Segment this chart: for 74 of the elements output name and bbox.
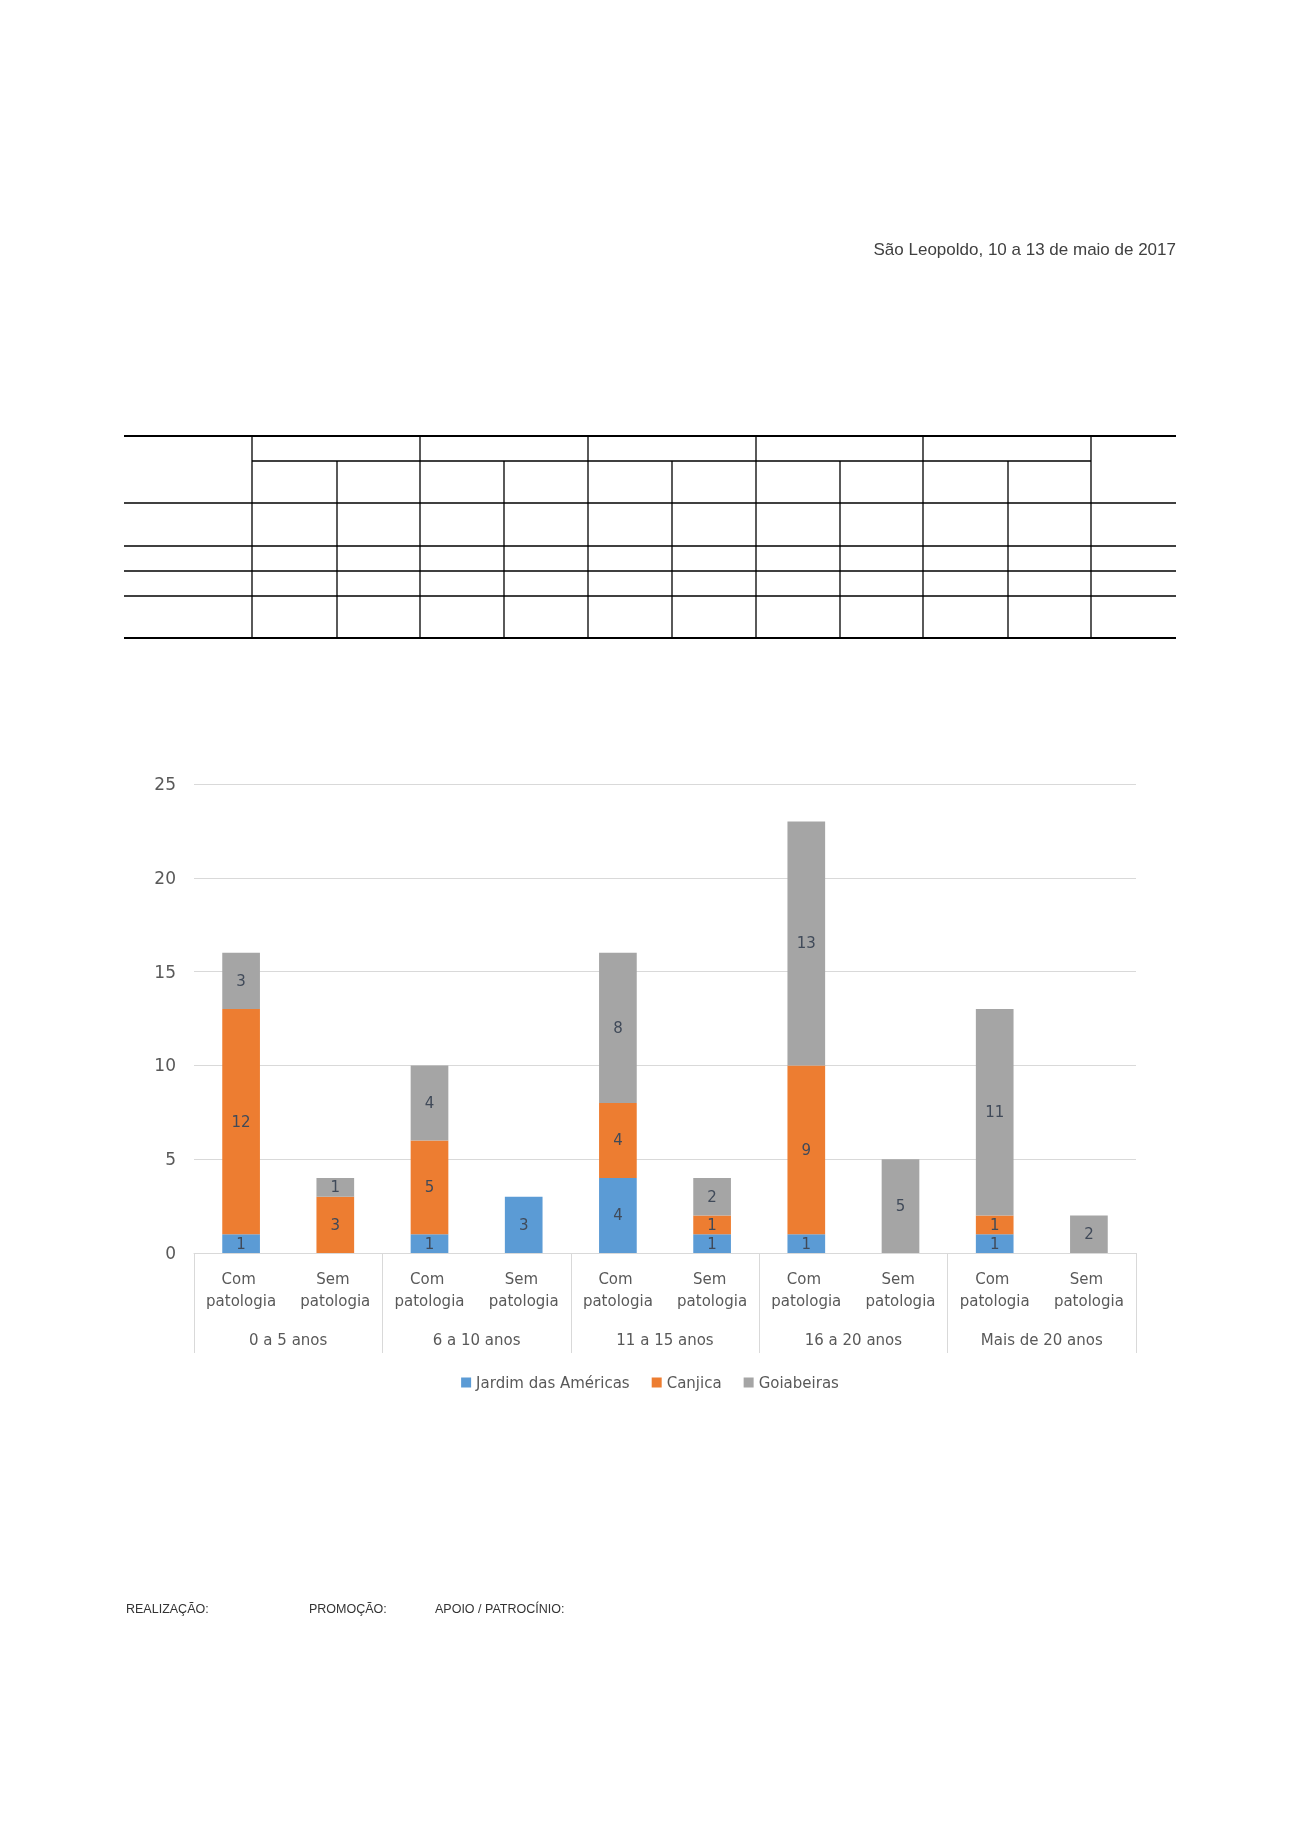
bar bbox=[599, 1102, 637, 1178]
data-label: 5 bbox=[424, 1178, 435, 1197]
data-label: 4 bbox=[424, 1093, 435, 1112]
data-label: 3 bbox=[236, 971, 246, 990]
bar bbox=[975, 1009, 1014, 1216]
data-label: 2 bbox=[707, 1187, 717, 1206]
y-tick-label: 0 bbox=[165, 1243, 176, 1263]
bar bbox=[693, 1234, 731, 1253]
bar bbox=[787, 1234, 826, 1253]
bar bbox=[599, 952, 637, 1103]
bar bbox=[787, 1065, 826, 1235]
bar bbox=[599, 1177, 637, 1253]
bar bbox=[881, 1159, 920, 1253]
data-label: 5 bbox=[895, 1197, 906, 1216]
data-label: 1 bbox=[424, 1234, 435, 1253]
bar bbox=[975, 1215, 1014, 1235]
y-tick-label: 15 bbox=[154, 961, 176, 982]
data-label: 1 bbox=[989, 1234, 1000, 1253]
bar bbox=[693, 1215, 731, 1235]
x-tick-label: Com patologia bbox=[959, 1270, 1030, 1310]
data-label: 1 bbox=[801, 1234, 812, 1253]
bar bbox=[222, 1234, 260, 1253]
data-label: 12 bbox=[231, 1112, 251, 1131]
legend-label: Jardim das Américas bbox=[475, 1373, 630, 1392]
x-tick-label: Sem patologia bbox=[677, 1270, 748, 1310]
text: 0 a 5 anos bbox=[249, 1330, 328, 1349]
y-tick-label: 5 bbox=[165, 1149, 176, 1170]
y-tick-label: 20 bbox=[154, 867, 176, 888]
bar bbox=[410, 1140, 449, 1235]
data-label: 1 bbox=[707, 1234, 717, 1253]
data-label: 4 bbox=[613, 1131, 623, 1150]
bar bbox=[410, 1065, 449, 1141]
text: 16 a 20 anos bbox=[804, 1330, 903, 1349]
x-tick-label: Com patologia bbox=[582, 1270, 653, 1310]
text: REALIZAÇÃO: bbox=[126, 1602, 209, 1616]
text: APOIO / PATROCÍNIO: bbox=[435, 1602, 565, 1616]
bar bbox=[693, 1177, 731, 1216]
text: 6 a 10 anos bbox=[432, 1330, 521, 1349]
data-label: 11 bbox=[985, 1103, 1005, 1122]
data-label: 2 bbox=[1084, 1225, 1094, 1244]
bar bbox=[1070, 1215, 1108, 1253]
x-tick-label: Sem patologia bbox=[488, 1270, 559, 1310]
bar bbox=[316, 1196, 355, 1253]
x-tick-label: Com patologia bbox=[394, 1270, 465, 1310]
y-tick-label: 25 bbox=[154, 774, 176, 794]
bar bbox=[504, 1196, 543, 1253]
legend-label: Canjica bbox=[666, 1373, 722, 1392]
data-label: 1 bbox=[330, 1178, 341, 1197]
x-tick-label: Sem patologia bbox=[865, 1270, 936, 1310]
data-label: 13 bbox=[796, 934, 816, 953]
x-tick-label: Sem patologia bbox=[1053, 1270, 1124, 1310]
bar bbox=[316, 1177, 355, 1197]
data-label: 1 bbox=[236, 1234, 246, 1253]
x-tick-label: Com patologia bbox=[771, 1270, 842, 1310]
data-label: 9 bbox=[801, 1140, 812, 1159]
x-tick-label: Com patologia bbox=[206, 1270, 277, 1310]
text: PROMOÇÃO: bbox=[309, 1602, 387, 1616]
data-label: 8 bbox=[613, 1018, 623, 1037]
data-label: 3 bbox=[518, 1215, 529, 1234]
y-tick-label: 10 bbox=[154, 1055, 176, 1076]
data-label: 4 bbox=[613, 1206, 623, 1225]
text: Mais de 20 anos bbox=[980, 1330, 1103, 1349]
bar bbox=[787, 821, 826, 1066]
text: São Leopoldo, 10 a 13 de maio de 2017 bbox=[873, 240, 1176, 259]
bar bbox=[222, 952, 260, 1010]
legend-label: Goiabeiras bbox=[758, 1373, 840, 1392]
bar bbox=[222, 1009, 260, 1235]
data-label: 1 bbox=[707, 1215, 717, 1234]
data-label: 3 bbox=[330, 1215, 341, 1234]
bar bbox=[975, 1234, 1014, 1253]
data-label: 1 bbox=[989, 1215, 1000, 1234]
x-tick-label: Sem patologia bbox=[300, 1270, 371, 1310]
text: 11 a 15 anos bbox=[616, 1330, 714, 1349]
bar bbox=[410, 1234, 449, 1253]
